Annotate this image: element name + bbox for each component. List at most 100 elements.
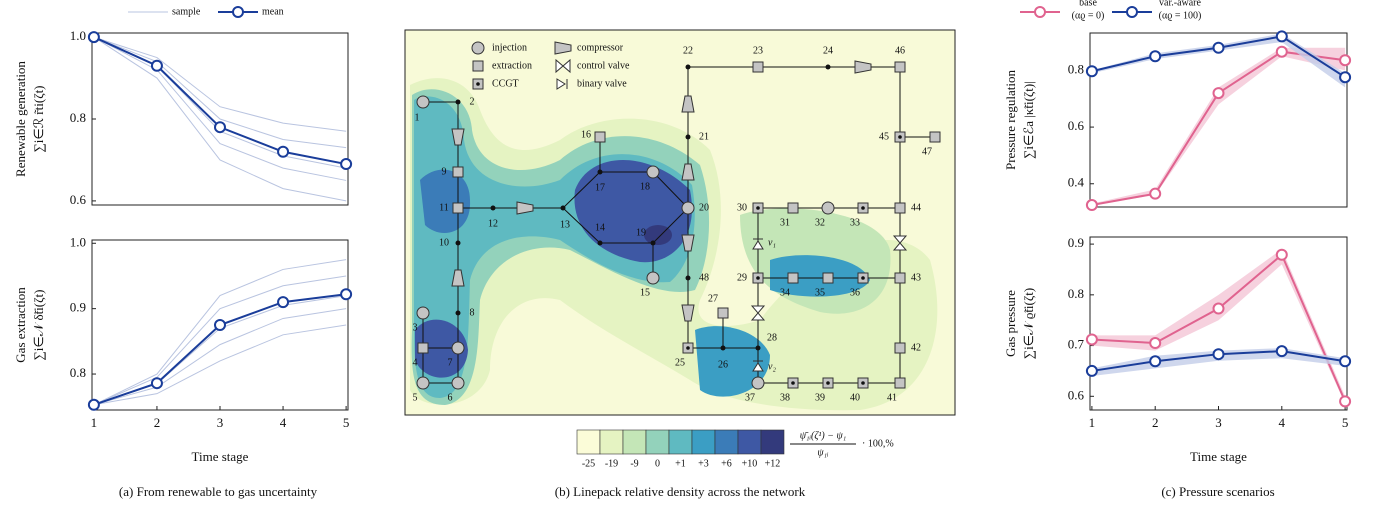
colorbar-swatch <box>760 429 785 455</box>
node-label: 21 <box>699 131 709 142</box>
y-tick-label: 0.7 <box>1068 337 1085 352</box>
plot-frame <box>1089 32 1348 208</box>
node-label: 48 <box>699 272 709 283</box>
colorbar-tick-label: +10 <box>742 458 758 469</box>
extraction-node <box>452 202 464 214</box>
compressor-group <box>854 60 872 74</box>
node-label: 33 <box>850 217 860 228</box>
legend-label: (αϱ = 0) <box>1072 10 1105 21</box>
ccgt-dot <box>861 276 865 280</box>
legend-label: mean <box>262 6 284 17</box>
injection-node <box>416 95 430 109</box>
x-tick-label: 3 <box>1215 415 1222 430</box>
y-axis-label: ∑i∈ℰa |κ̃ti(ζt)| <box>1021 81 1036 159</box>
colorbar-swatch <box>691 429 716 455</box>
node-label: 32 <box>815 217 825 228</box>
x-tick-label: 5 <box>343 415 350 430</box>
compressor <box>516 201 534 215</box>
x-tick-label: 4 <box>1279 415 1286 430</box>
y-axis-label: Pressure regulation <box>1003 70 1018 171</box>
injection-node <box>751 376 765 390</box>
series-marker <box>1085 65 1098 78</box>
node-label: 12 <box>488 218 498 229</box>
junction-node <box>685 134 691 140</box>
colorbar-swatch <box>714 429 739 455</box>
compressor <box>451 269 465 287</box>
injection-node <box>646 165 660 179</box>
ccgt-dot <box>861 206 865 210</box>
node-label: 6 <box>448 392 453 403</box>
sample-line <box>93 259 347 406</box>
junction-node <box>455 99 461 105</box>
sample-line <box>93 324 347 406</box>
series-marker <box>1149 355 1162 368</box>
ccgt-dot <box>756 276 760 280</box>
junction-node <box>560 205 566 211</box>
ccgt-dot <box>861 381 865 385</box>
node-label: 11 <box>439 202 449 213</box>
legend-label: base <box>1079 0 1097 8</box>
injection-node <box>451 341 465 355</box>
series-marker <box>1212 348 1225 361</box>
injection-node <box>821 201 835 215</box>
control-valve <box>555 58 571 74</box>
series-marker <box>1339 54 1352 67</box>
colorbar-tick-label: +12 <box>765 458 781 469</box>
sample-line <box>93 36 347 202</box>
node-label: 3 <box>413 322 418 333</box>
node-label: 14 <box>595 222 605 233</box>
series-marker <box>1085 364 1098 377</box>
colorbar-swatch <box>645 429 670 455</box>
line-chart: 0.6 0.8 1.0 Renewable generation ∑i∈ℛ r̃ti(ζ… <box>13 6 353 207</box>
ccgt-dot <box>476 82 480 86</box>
legend-label: binary valve <box>577 78 627 89</box>
node-label: 47 <box>922 146 932 157</box>
valve-group <box>750 305 766 321</box>
scenario-band <box>1091 47 1346 206</box>
colorbar-tick-label: 0 <box>655 458 660 469</box>
node-label: 9 <box>442 166 447 177</box>
extraction-node <box>452 166 464 178</box>
sample-line <box>93 308 347 406</box>
junction-node <box>455 240 461 246</box>
junction-node <box>597 169 603 175</box>
extraction-node <box>472 60 484 72</box>
node-label: 46 <box>895 45 905 56</box>
y-axis-label: ∑i∈ℛ r̃ti(ζt) <box>31 85 46 152</box>
node-label: 35 <box>815 287 825 298</box>
node-label: 31 <box>780 217 790 228</box>
node-label: 27 <box>708 293 718 304</box>
junction-node <box>455 310 461 316</box>
x-axis-label: Time stage <box>1190 449 1247 464</box>
node-label: 43 <box>911 272 921 283</box>
legend-label: var.-aware <box>1159 0 1201 8</box>
node-label: 13 <box>560 219 570 230</box>
extraction-node <box>822 272 834 284</box>
x-tick-label: 1 <box>91 415 98 430</box>
series-marker <box>87 398 100 411</box>
control-valve <box>750 305 766 321</box>
node-label: 1 <box>415 112 420 123</box>
extraction-node <box>787 272 799 284</box>
line-chart: 0.8 0.9 1.0 1 2 3 4 5 Time stage Gas extraction ∑i… <box>13 234 353 464</box>
y-tick-label: 0.9 <box>70 300 86 315</box>
node-label: 2 <box>470 96 475 107</box>
junction-node <box>720 345 726 351</box>
legend-label: extraction <box>492 60 532 71</box>
compressor-group <box>681 304 695 322</box>
compressor <box>681 234 695 252</box>
series-marker <box>1085 199 1098 212</box>
plot-frame <box>1089 236 1348 411</box>
caption: (a) From renewable to gas uncertainty <box>119 484 318 499</box>
node-label: 41 <box>887 392 897 403</box>
series-marker <box>1212 41 1225 54</box>
y-tick-label: 0.8 <box>1068 286 1084 301</box>
compressor-group <box>516 201 534 215</box>
y-tick-label: 1.0 <box>70 234 86 249</box>
extraction-node <box>894 61 906 73</box>
colorbar-swatch <box>576 429 601 455</box>
node-label: 7 <box>448 357 453 368</box>
injection-node <box>416 376 430 390</box>
caption: (c) Pressure scenarios <box>1161 484 1274 499</box>
